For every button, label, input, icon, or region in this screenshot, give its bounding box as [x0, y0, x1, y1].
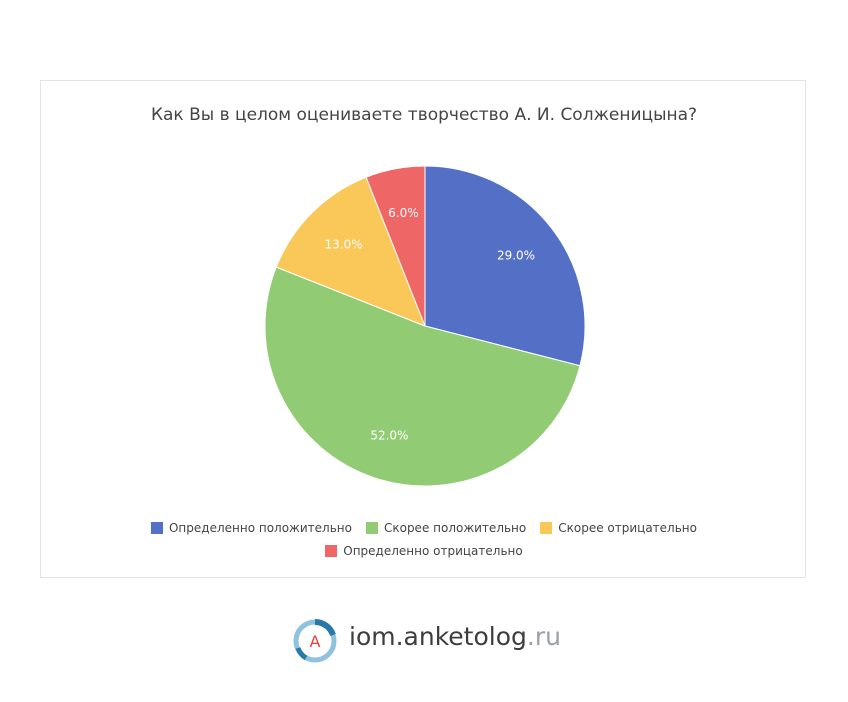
legend-swatch-3: [325, 545, 338, 557]
legend-item-0[interactable]: Определенно положительно: [150, 517, 352, 540]
logo-domain-main: iom.anketolog: [349, 622, 527, 651]
chart-legend: Определенно положительно Скорее положител…: [101, 517, 747, 563]
pie-slice-2[interactable]: [275, 176, 426, 327]
legend-item-3[interactable]: Определенно отрицательно: [325, 540, 523, 563]
legend-swatch-1: [365, 522, 378, 534]
legend-swatch-0: [150, 522, 163, 534]
legend-swatch-2: [540, 522, 553, 534]
chart-title: Как Вы в целом оцениваете творчество А. …: [150, 105, 698, 125]
pie-slice-label-3: 6.0%: [388, 206, 419, 220]
legend-label-1: Скорее положительно: [383, 521, 527, 535]
anketolog-logo-icon: A: [293, 619, 337, 663]
logo-domain-tld: .ru: [526, 622, 561, 651]
pie-slice-3[interactable]: [365, 165, 426, 327]
pie-slice-label-2: 13.0%: [324, 238, 362, 252]
legend-label-0: Определенно положительно: [168, 521, 352, 535]
legend-label-2: Скорее отрицательно: [558, 521, 697, 535]
logo-letter: A: [310, 632, 321, 651]
legend-item-1[interactable]: Скорее положительно: [365, 517, 527, 540]
pie-chart: 29.0% 52.0% 13.0% 6.0%: [264, 165, 586, 487]
legend-label-3: Определенно отрицательно: [343, 544, 523, 558]
anketolog-logo[interactable]: A iom.anketolog.ru: [292, 618, 572, 664]
logo-domain: iom.anketolog.ru: [349, 622, 561, 651]
pie-slice-1[interactable]: [264, 266, 581, 487]
pie-slice-label-0: 29.0%: [497, 248, 535, 262]
legend-item-2[interactable]: Скорее отрицательно: [540, 517, 697, 540]
chart-card: Как Вы в целом оцениваете творчество А. …: [40, 80, 806, 578]
pie-slice-label-1: 52.0%: [370, 429, 408, 443]
pie-slice-0[interactable]: [424, 165, 586, 367]
